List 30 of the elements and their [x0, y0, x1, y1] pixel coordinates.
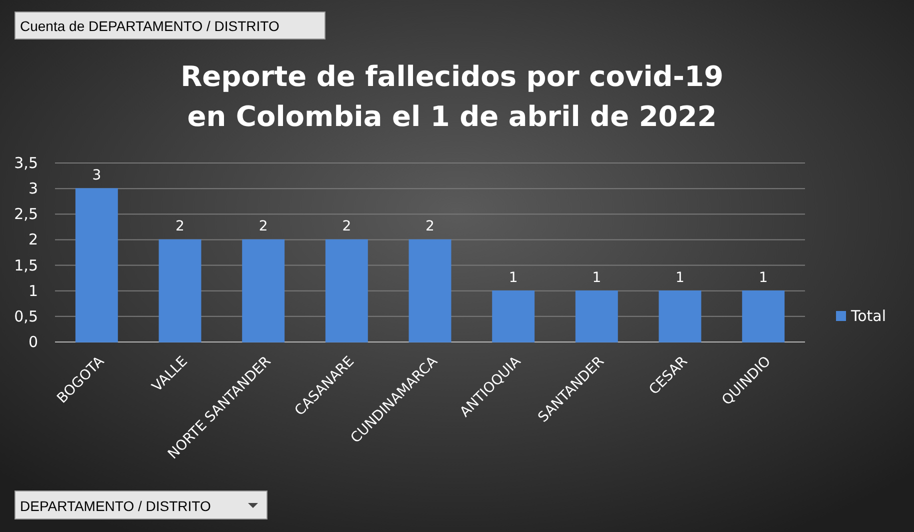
data-label: 2	[426, 218, 434, 235]
bar	[575, 290, 618, 342]
y-tick-label: 2,5	[14, 205, 38, 224]
legend-label: Total	[850, 307, 886, 325]
text: DEPARTAMENTO / DISTRITO	[20, 498, 211, 514]
bar	[408, 239, 452, 342]
data-label: 2	[258, 218, 268, 235]
data-label: 1	[758, 270, 768, 286]
bar	[742, 290, 785, 342]
bar	[242, 239, 285, 342]
bar	[658, 290, 702, 342]
y-tick-label: 1,5	[14, 256, 38, 274]
data-label: 2	[176, 218, 184, 235]
text: Cuenta de DEPARTAMENTO / DISTRITO	[20, 18, 280, 34]
data-label: 2	[342, 218, 352, 235]
chart-title: Reporte de fallecidos por covid-19 en Colombia el 1 de abril de 2022	[180, 60, 724, 133]
data-label: 1	[676, 270, 684, 286]
bar	[158, 239, 202, 342]
bar	[325, 239, 368, 342]
bar	[75, 188, 118, 342]
data-label: 3	[92, 168, 102, 184]
y-tick-label: 3,5	[14, 154, 38, 172]
y-tick-label: 0,5	[14, 307, 38, 326]
data-label: 1	[508, 270, 518, 286]
y-tick-label: 3	[28, 180, 38, 198]
data-label: 1	[592, 270, 602, 286]
y-tick-label: 2	[28, 230, 38, 249]
y-tick-label: 1	[28, 282, 38, 300]
y-tick-label: 0	[28, 333, 38, 351]
bar	[492, 290, 535, 342]
